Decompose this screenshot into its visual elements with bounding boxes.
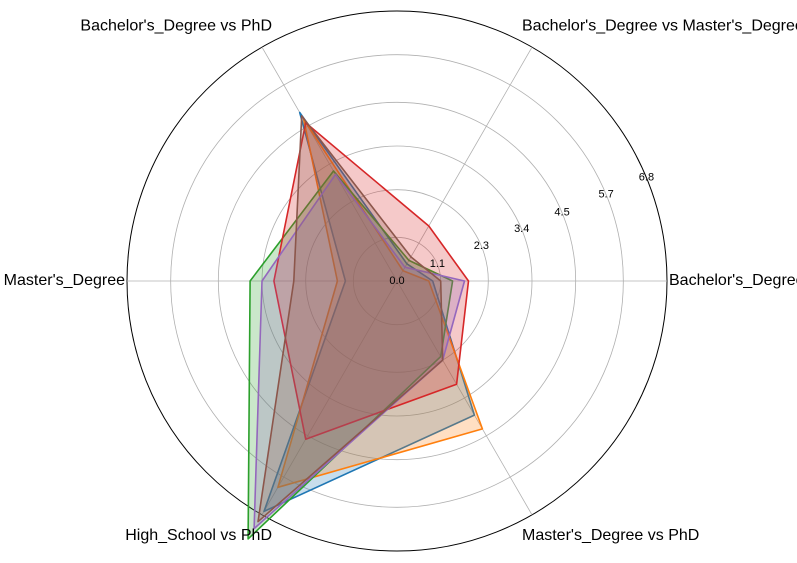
series-area <box>254 174 465 529</box>
axis-label: Master's_Degree vs PhD <box>522 527 699 544</box>
series-area <box>258 115 443 522</box>
r-tick-label: 2.3 <box>474 240 489 252</box>
axis-spoke <box>261 46 398 282</box>
series-line <box>263 111 476 513</box>
r-tick-label: 3.4 <box>514 223 529 235</box>
r-tick-label: 4.5 <box>554 207 569 219</box>
axis-label: Bachelor's_Degree vs PhD <box>80 18 272 35</box>
series-line <box>257 115 444 523</box>
series-line <box>277 118 484 489</box>
axis-label: High_School vs Master's_Degree <box>0 272 125 289</box>
series-line <box>273 122 470 441</box>
series-line <box>247 170 454 540</box>
axis-label-layer: Bachelor's_Degree vs High_School Bachelor… <box>0 18 797 544</box>
tick-layer: 0.0 1.1 2.3 3.4 4.5 5.7 6.8 <box>389 172 654 287</box>
axis-label: Bachelor's_Degree vs High_School <box>669 272 797 289</box>
axis-label: Bachelor's_Degree vs Master's_Degree <box>522 18 797 35</box>
series-layer <box>247 111 484 540</box>
series-area <box>264 112 475 512</box>
r-tick-label: 1.1 <box>430 258 445 270</box>
axis-spoke <box>396 46 533 282</box>
r-tick-label: 0.0 <box>389 275 404 287</box>
grid-layer <box>126 10 668 552</box>
axis-label: High_School vs PhD <box>125 527 272 544</box>
axis-spoke <box>261 280 398 516</box>
series-area <box>277 119 483 488</box>
r-tick-label: 6.8 <box>639 172 654 184</box>
series-area <box>273 122 469 440</box>
axis-spoke <box>396 280 533 516</box>
r-tick-label: 5.7 <box>598 188 613 200</box>
